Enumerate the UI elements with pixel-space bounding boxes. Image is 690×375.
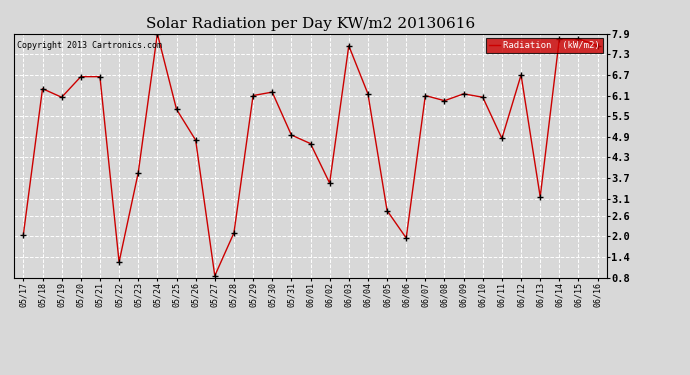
Legend: Radiation  (kW/m2): Radiation (kW/m2) [486, 38, 602, 53]
Title: Solar Radiation per Day KW/m2 20130616: Solar Radiation per Day KW/m2 20130616 [146, 17, 475, 31]
Text: Copyright 2013 Cartronics.com: Copyright 2013 Cartronics.com [17, 41, 161, 50]
